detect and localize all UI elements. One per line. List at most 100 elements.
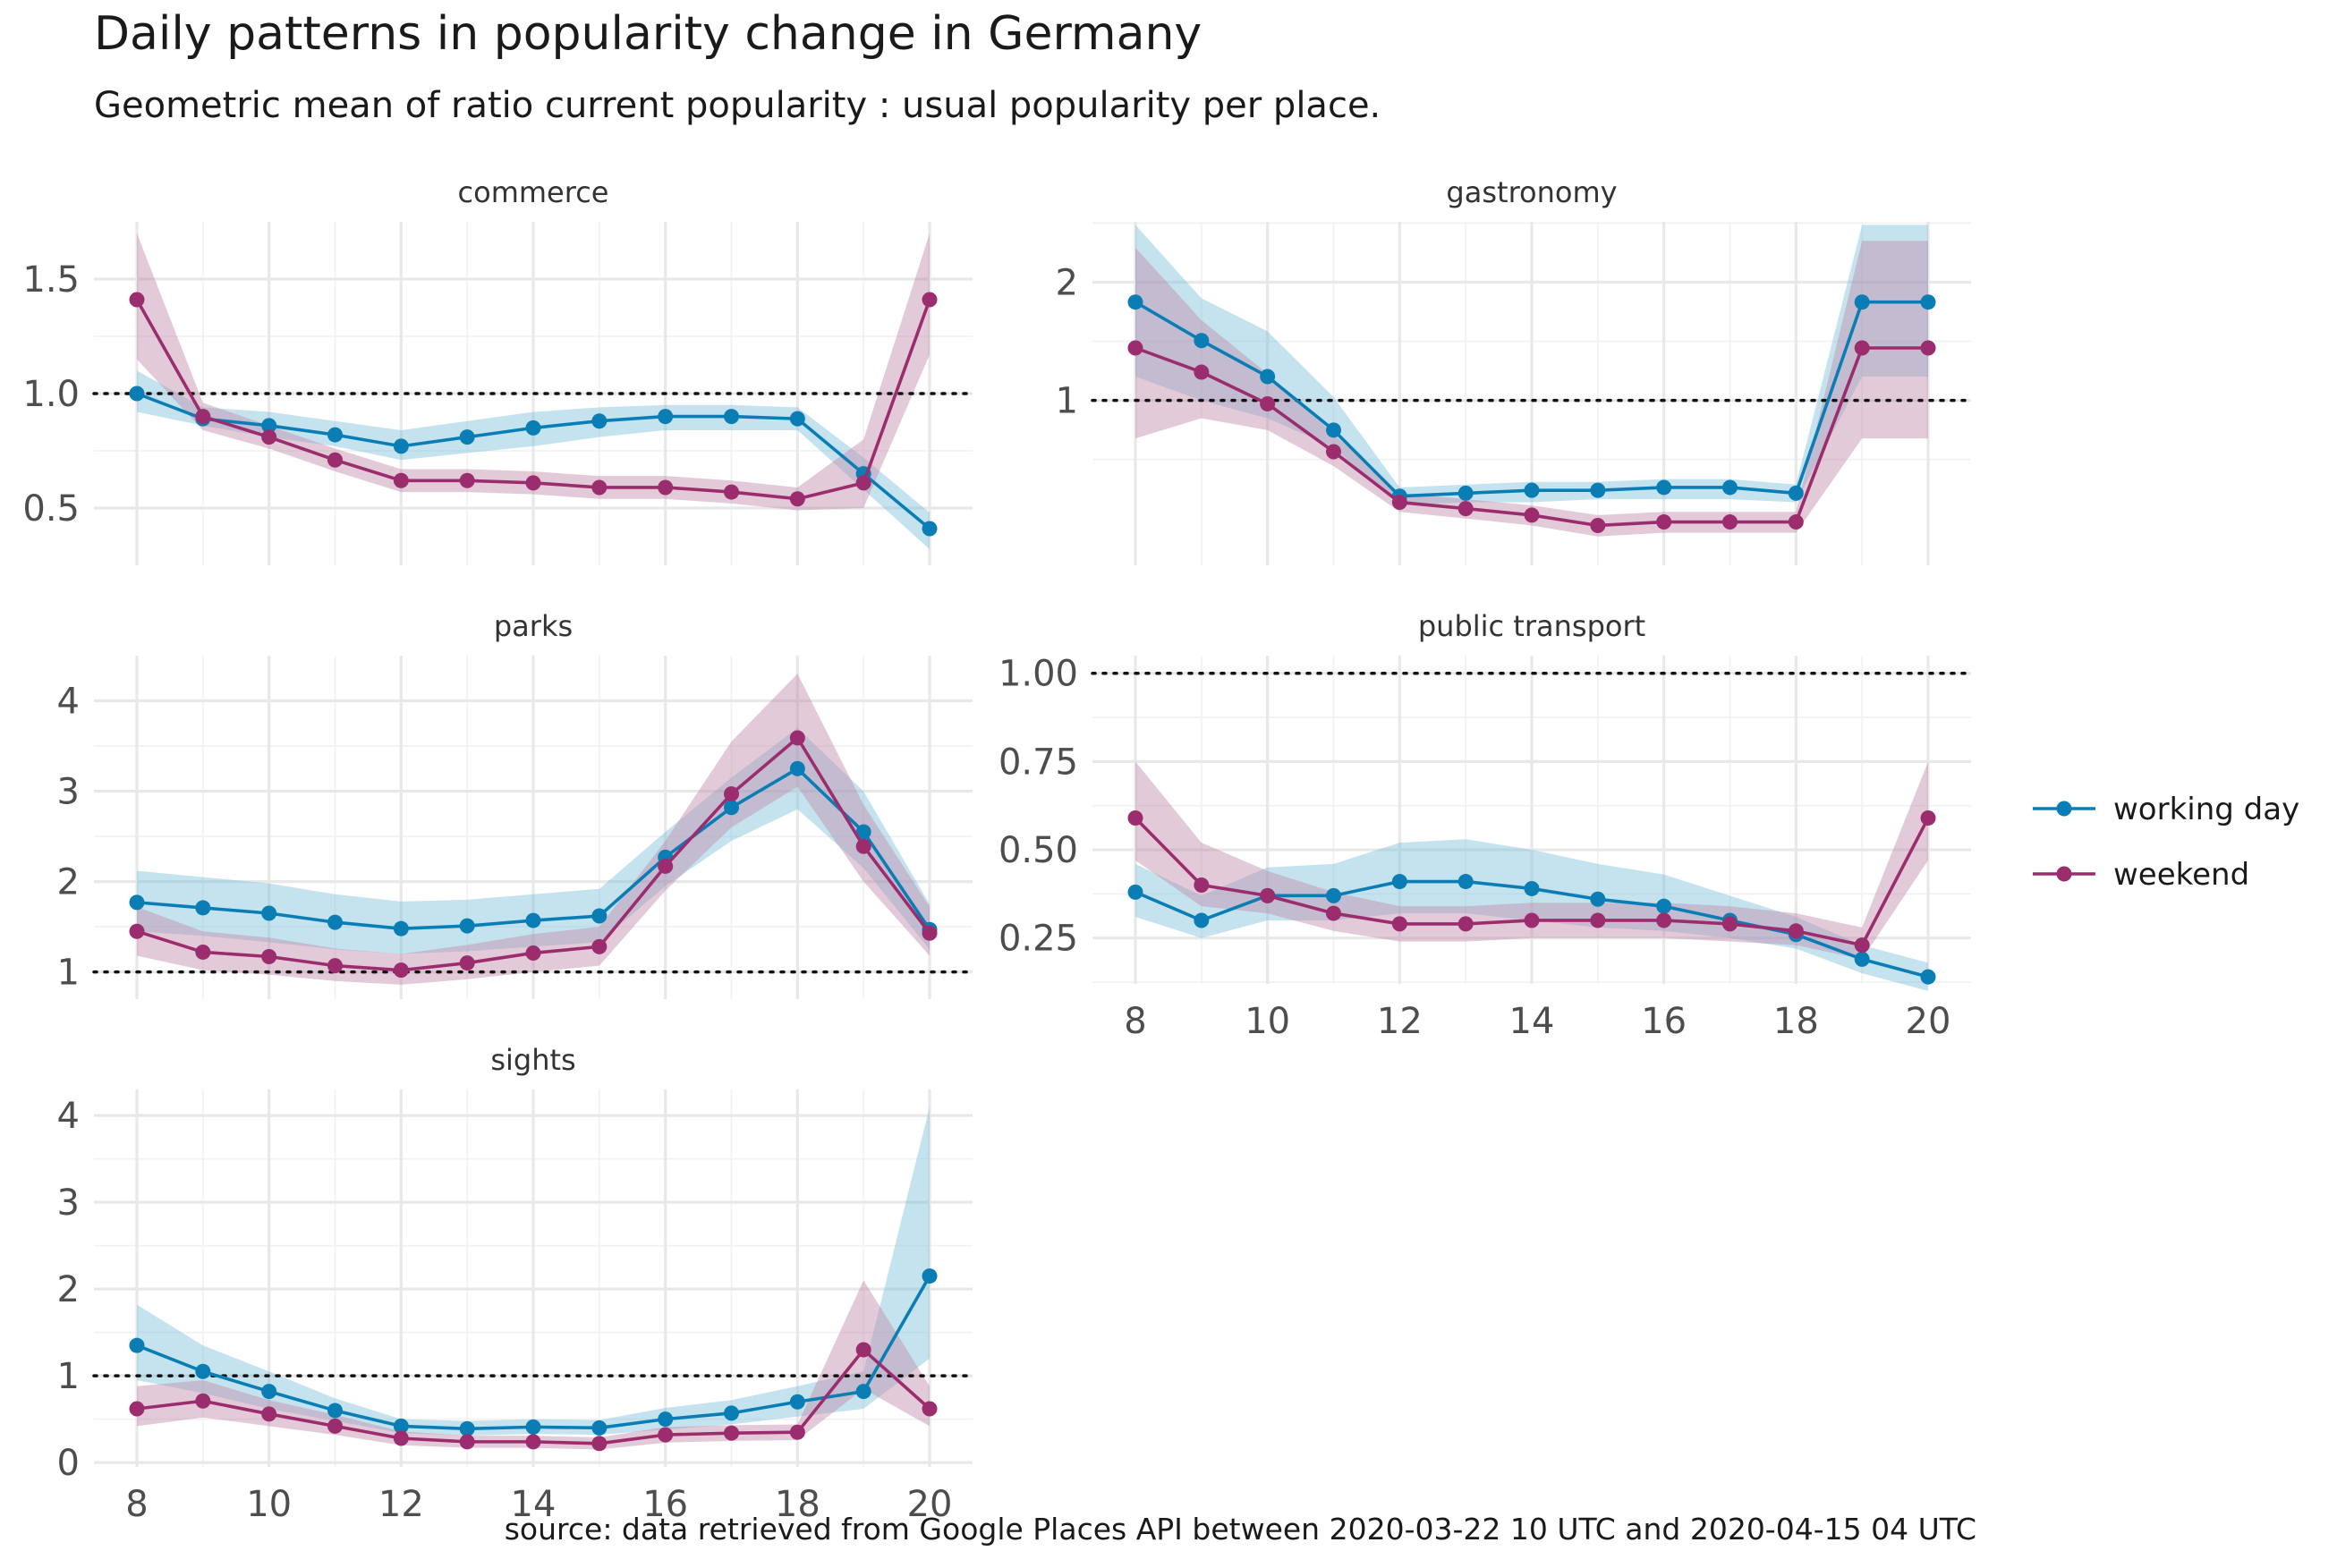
data-point-working-day: [1656, 898, 1672, 914]
data-point-weekend: [1127, 810, 1143, 826]
data-point-weekend: [1260, 887, 1276, 903]
x-tick-label: 18: [775, 1484, 820, 1525]
x-tick-label: 8: [1124, 1001, 1146, 1042]
data-point-weekend: [195, 944, 211, 960]
data-point-working-day: [1524, 880, 1540, 896]
y-tick-label: 0.50: [999, 830, 1078, 871]
data-point-working-day: [1656, 479, 1672, 496]
data-point-weekend: [1391, 495, 1407, 511]
data-point-working-day: [1590, 891, 1606, 907]
x-tick-label: 10: [246, 1484, 292, 1525]
y-tick-label: 1: [1056, 381, 1078, 422]
data-point-weekend: [1788, 514, 1804, 530]
data-point-working-day: [789, 1394, 805, 1410]
x-tick-label: 10: [1245, 1001, 1290, 1042]
data-point-working-day: [591, 1420, 608, 1436]
data-point-working-day: [459, 429, 475, 445]
data-point-weekend: [261, 949, 277, 965]
data-point-working-day: [1127, 294, 1143, 310]
data-point-working-day: [1127, 884, 1143, 900]
data-point-weekend: [1194, 364, 1210, 380]
data-point-working-day: [195, 900, 211, 916]
data-point-weekend: [724, 484, 740, 500]
data-point-working-day: [1854, 294, 1870, 310]
panel-title: commerce: [458, 175, 609, 209]
x-tick-label: 20: [907, 1484, 953, 1525]
panel-title: public transport: [1418, 609, 1645, 643]
data-point-working-day: [327, 1403, 343, 1419]
data-point-working-day: [1194, 333, 1210, 349]
y-tick-label: 0: [57, 1443, 80, 1484]
data-point-working-day: [1920, 969, 1936, 985]
panel-parks: parks 1 2 3 4: [57, 609, 974, 999]
data-point-weekend: [327, 1418, 343, 1434]
data-point-working-day: [261, 905, 277, 921]
y-tick-label: 4: [57, 682, 80, 723]
data-point-weekend: [855, 838, 871, 854]
x-tick-label: 12: [1377, 1001, 1423, 1042]
panel-public-transport: public transport 0.25 0.50 0.75 1.00 8 10 12 14 1…: [999, 609, 1973, 1042]
y-tick-label: 3: [57, 1182, 80, 1224]
legend-item-weekend: weekend: [2033, 857, 2249, 893]
data-point-working-day: [591, 413, 608, 429]
data-point-weekend: [1854, 340, 1870, 356]
data-point-weekend: [1194, 877, 1210, 894]
panel-title: sights: [490, 1043, 575, 1077]
data-point-working-day: [459, 1420, 475, 1437]
data-point-weekend: [1524, 912, 1540, 928]
y-tick-label: 1.5: [22, 259, 80, 301]
data-point-weekend: [591, 1436, 608, 1452]
confidence-band-working-day: [136, 1106, 931, 1437]
data-point-working-day: [1854, 951, 1870, 967]
data-point-working-day: [1194, 912, 1210, 928]
data-point-working-day: [1590, 482, 1606, 498]
data-point-working-day: [724, 1405, 740, 1421]
panel-title: parks: [494, 609, 573, 643]
data-point-weekend: [1391, 916, 1407, 932]
confidence-band-weekend: [136, 233, 931, 511]
data-point-weekend: [591, 479, 608, 496]
data-point-weekend: [1722, 916, 1738, 932]
data-point-weekend: [1854, 937, 1870, 954]
data-point-working-day: [261, 1384, 277, 1400]
data-point-weekend: [393, 962, 409, 979]
y-tick-label: 0.25: [999, 919, 1078, 960]
legend-swatch-point: [2056, 801, 2072, 817]
data-point-weekend: [525, 475, 541, 491]
data-point-weekend: [459, 1434, 475, 1450]
data-point-working-day: [724, 409, 740, 425]
data-point-working-day: [922, 521, 938, 537]
data-point-weekend: [1127, 340, 1143, 356]
x-tick-label: 8: [125, 1484, 148, 1525]
data-point-weekend: [129, 1401, 145, 1417]
data-point-working-day: [327, 914, 343, 930]
data-point-weekend: [393, 1430, 409, 1446]
y-tick-label: 1.0: [22, 374, 80, 415]
x-tick-label: 14: [1509, 1001, 1555, 1042]
data-point-working-day: [658, 1411, 674, 1428]
data-point-working-day: [1524, 482, 1540, 498]
data-point-weekend: [922, 925, 938, 941]
data-point-weekend: [195, 409, 211, 425]
data-point-weekend: [327, 452, 343, 468]
data-point-working-day: [393, 920, 409, 937]
data-point-weekend: [724, 786, 740, 802]
y-tick-label: 1.00: [999, 654, 1078, 695]
y-tick-label: 2: [57, 1269, 80, 1310]
confidence-band-weekend: [136, 674, 931, 985]
y-tick-label: 4: [57, 1096, 80, 1137]
data-point-weekend: [1590, 517, 1606, 533]
data-point-weekend: [1656, 912, 1672, 928]
data-point-working-day: [1391, 874, 1407, 890]
data-point-working-day: [855, 1384, 871, 1400]
data-point-weekend: [525, 945, 541, 961]
data-point-weekend: [1722, 514, 1738, 530]
data-point-working-day: [327, 427, 343, 443]
y-tick-label: 1: [57, 953, 80, 994]
data-point-weekend: [1524, 507, 1540, 523]
y-tick-label: 0.5: [22, 488, 80, 530]
data-point-working-day: [1788, 485, 1804, 501]
data-point-working-day: [1325, 422, 1341, 438]
data-point-working-day: [855, 824, 871, 840]
y-tick-label: 2: [57, 862, 80, 903]
